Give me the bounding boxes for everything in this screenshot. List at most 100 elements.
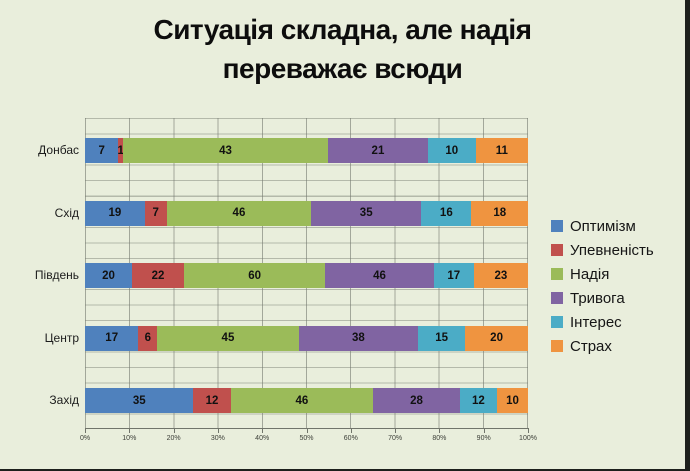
bar-segment: 1 [117, 138, 124, 163]
bar-segment: 43 [123, 138, 328, 163]
bar-segment: 35 [85, 388, 194, 413]
chart-title-line-1: Ситуація складна, але надія [153, 14, 532, 45]
bar-value-label: 60 [248, 269, 262, 282]
bar-value-label: 46 [295, 394, 309, 407]
legend-item: Оптимізм [551, 214, 654, 238]
x-axis-tick-label: 20% [166, 435, 181, 442]
x-axis-tick-label: 60% [343, 435, 358, 442]
bar-segment: 46 [230, 388, 374, 413]
bar-row: 19 7 46 35 16 18 [85, 200, 528, 226]
x-axis-tick-label: 80% [432, 435, 447, 442]
bar-segment: 28 [373, 388, 460, 413]
bar-segment: 7 [144, 200, 167, 226]
chart-title: Ситуація складна, але надія переважає вс… [0, 10, 685, 88]
x-axis-tick-label: 40% [255, 435, 270, 442]
legend-item: Страх [551, 334, 654, 358]
bar-segment: 7 [85, 138, 119, 163]
bar-segment: 45 [157, 325, 299, 351]
legend-swatch [551, 316, 563, 328]
bar-row: 7 1 43 21 10 11 [85, 138, 528, 163]
bar-value-label: 20 [490, 332, 503, 344]
x-axis-tick-label: 100% [519, 435, 537, 442]
bar-value-label: 17 [447, 269, 461, 282]
legend-label: Упевненість [570, 241, 654, 259]
plot-area: 7 1 43 21 10 11 19 7 46 35 16 18 20 22 60 46 17 23 17 6 45 38… [85, 118, 529, 429]
bar-value-label: 20 [102, 269, 115, 282]
bar-segment: 21 [327, 138, 428, 163]
bar-value-label: 10 [445, 144, 459, 157]
bar-value-label: 1 [117, 144, 124, 157]
category-label: Захід [49, 393, 79, 407]
bar-segment: 22 [132, 263, 184, 288]
bar-value-label: 16 [439, 207, 453, 219]
bar-value-label: 46 [232, 207, 246, 219]
x-axis-tick-mark [217, 429, 219, 433]
bar-segment: 10 [497, 388, 528, 413]
bar-segment: 15 [418, 325, 466, 351]
bar-segment: 35 [311, 200, 422, 226]
bar-segment: 12 [459, 388, 497, 413]
legend-item: Надія [551, 262, 654, 286]
bar-value-label: 43 [219, 144, 232, 157]
legend-swatch [551, 268, 563, 280]
bar-segment: 10 [427, 138, 476, 163]
bar-value-label: 23 [494, 269, 508, 282]
x-axis-tick-label: 30% [210, 435, 225, 442]
bar-value-label: 18 [493, 207, 507, 219]
bar-value-label: 28 [410, 394, 423, 407]
legend: Оптимізм Упевненість Надія Тривога Інтерес Ст… [551, 214, 654, 358]
x-axis-tick-mark [350, 429, 352, 433]
bar-value-label: 12 [205, 394, 219, 407]
legend-label: Страх [570, 337, 612, 355]
bar-value-label: 19 [108, 207, 122, 219]
x-axis-tick-mark [85, 429, 86, 433]
bar-segment: 38 [298, 325, 419, 351]
bar-value-label: 17 [105, 332, 119, 344]
bar-value-label: 7 [152, 207, 159, 219]
bar-segment: 16 [421, 200, 472, 226]
bar-segment: 20 [465, 325, 528, 351]
category-label: Схід [54, 205, 79, 220]
legend-label: Надія [570, 265, 610, 283]
bar-row: 20 22 60 46 17 23 [85, 263, 529, 288]
x-axis-tick-mark [395, 429, 397, 433]
legend-swatch [551, 292, 563, 304]
x-axis-tick-mark [483, 429, 485, 433]
x-axis-tick-label: 90% [476, 435, 491, 442]
bar-value-label: 35 [132, 394, 146, 407]
x-axis-tick-label: 0% [79, 435, 91, 442]
bar-value-label: 10 [506, 394, 519, 407]
x-axis-tick-label: 10% [122, 435, 137, 442]
bar-value-label: 22 [151, 269, 165, 282]
x-axis-tick-label: 50% [299, 435, 314, 442]
legend-swatch [551, 340, 563, 352]
bar-value-label: 45 [221, 332, 235, 344]
bar-value-label: 46 [373, 269, 386, 282]
legend-item: Упевненість [551, 238, 654, 262]
bar-segment: 46 [325, 263, 434, 288]
bar-segment: 17 [433, 263, 474, 288]
legend-item: Тривога [551, 286, 654, 310]
category-label: Донбас [38, 143, 79, 157]
x-axis-tick-mark [262, 429, 264, 433]
bar-value-label: 38 [351, 332, 365, 344]
legend-label: Оптимізм [570, 217, 636, 235]
x-axis-line [85, 428, 529, 429]
category-label: Центр [44, 330, 79, 345]
legend-swatch [551, 244, 563, 256]
bar-value-label: 15 [435, 332, 448, 344]
bar-segment: 20 [85, 263, 133, 288]
bar-segment: 6 [138, 325, 158, 351]
legend-label: Інтерес [570, 313, 622, 331]
category-label: Південь [34, 268, 79, 282]
chart-title-line-2: переважає всюди [222, 53, 463, 84]
x-axis-tick-mark [439, 429, 441, 433]
bar-segment: 18 [471, 200, 528, 226]
bar-value-label: 7 [98, 144, 105, 157]
bar-segment: 12 [193, 388, 231, 413]
bar-segment: 46 [166, 200, 312, 226]
x-axis-tick-mark [528, 429, 529, 433]
bar-value-label: 11 [495, 144, 508, 157]
x-axis-tick-mark [306, 429, 308, 433]
